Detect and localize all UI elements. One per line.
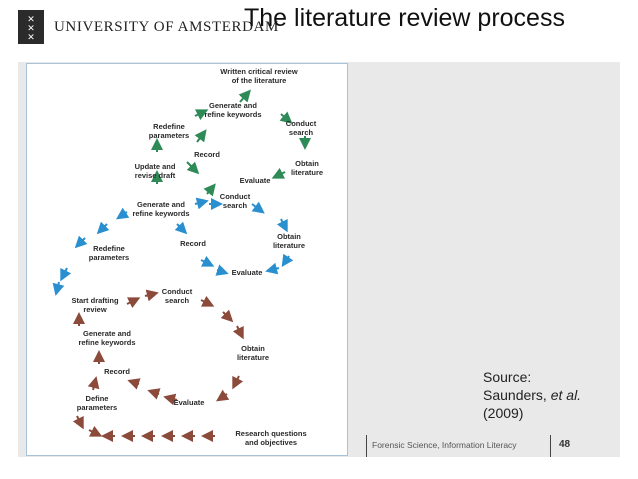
source-author-name: Saunders,: [483, 387, 551, 403]
node-obtain-bot: Obtain literature: [236, 344, 270, 362]
source-year: (2009): [483, 405, 524, 421]
bottom-loop-arrows: [72, 289, 244, 442]
svg-text:✕: ✕: [27, 32, 35, 42]
slide-header: ✕ ✕ ✕ UNIVERSITY OF AMSTERDAM The litera…: [0, 0, 638, 58]
node-conduct-search-mid: Conduct search: [219, 192, 251, 210]
node-written-review: Written critical review of the literatur…: [220, 67, 298, 85]
footer-page-number: 48: [559, 439, 571, 450]
node-evaluate-mid: Evaluate: [231, 268, 263, 277]
source-label: Source:: [483, 369, 532, 385]
source-authors: Saunders, et al.: [483, 386, 581, 404]
slide-title: The literature review process: [244, 4, 565, 32]
node-redefine-top: Redefine parameters: [148, 122, 190, 140]
middle-loop-arrows: [52, 197, 294, 296]
uva-shield-icon: ✕ ✕ ✕: [18, 10, 44, 44]
node-conduct-search-top: Conduct search: [285, 119, 317, 137]
source-et-al: et al.: [550, 387, 582, 403]
source-citation: Source: Saunders, et al. (2009): [483, 368, 581, 422]
node-record-top: Record: [194, 150, 220, 159]
svg-text:✕: ✕: [27, 23, 35, 33]
university-logo: ✕ ✕ ✕ UNIVERSITY OF AMSTERDAM: [18, 10, 278, 46]
footer-course-name: Forensic Science, Information Literacy: [372, 440, 517, 450]
node-generate-refine-top: Generate and refine keywords: [204, 101, 262, 119]
footer-divider-left: [366, 435, 367, 457]
node-obtain-top: Obtain literature: [290, 159, 324, 177]
university-name: UNIVERSITY OF AMSTERDAM: [54, 19, 279, 35]
node-update-revise: Update and revise draft: [134, 162, 176, 180]
svg-text:✕: ✕: [27, 14, 35, 24]
node-redefine-mid: Redefine parameters: [88, 244, 130, 262]
node-research-questions: Research questions and objectives: [235, 429, 307, 447]
node-record-mid: Record: [180, 239, 206, 248]
node-start-drafting: Start drafting review: [71, 296, 119, 314]
node-record-bot: Record: [104, 367, 130, 376]
node-obtain-mid: Obtain literature: [272, 232, 306, 250]
slide-footer: Forensic Science, Information Literacy 4…: [366, 435, 586, 457]
node-evaluate-bot: Evaluate: [173, 398, 205, 407]
node-evaluate-top: Evaluate: [239, 176, 271, 185]
node-generate-refine-bot: Generate and refine keywords: [78, 329, 136, 347]
footer-divider-right: [550, 435, 551, 457]
literature-review-diagram: Written critical review of the literatur…: [26, 63, 348, 456]
node-define-parameters: Define parameters: [76, 394, 118, 412]
node-conduct-search-bot: Conduct search: [161, 287, 193, 305]
node-generate-refine-mid: Generate and refine keywords: [132, 200, 190, 218]
top-loop-arrows: [151, 89, 311, 197]
